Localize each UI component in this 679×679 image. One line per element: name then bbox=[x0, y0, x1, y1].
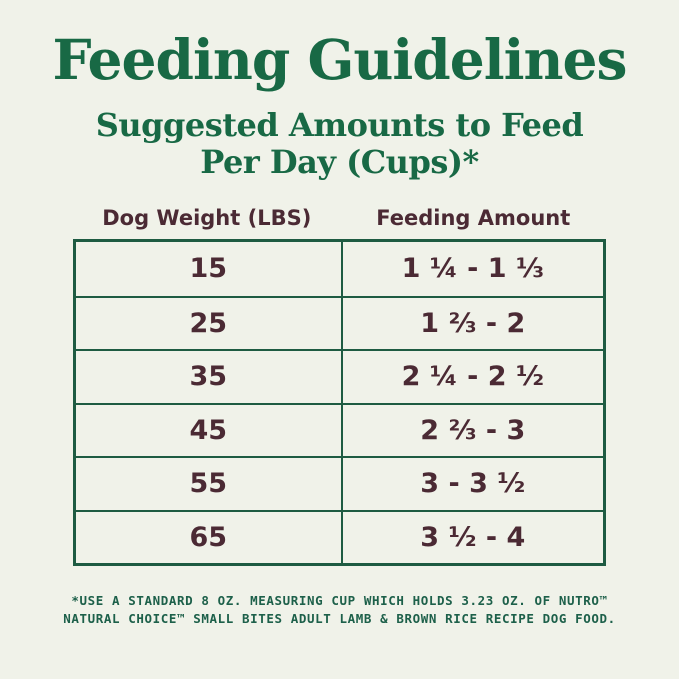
table-cell-weight: 65 bbox=[76, 509, 341, 564]
table-cell-amount: 3 - 3 ½ bbox=[340, 456, 603, 510]
footnote-line-1: *USE A STANDARD 8 OZ. MEASURING CUP WHIC… bbox=[71, 593, 608, 608]
column-header-feeding-amount: Feeding Amount bbox=[376, 206, 571, 230]
table-cell-weight: 55 bbox=[76, 456, 341, 510]
page-subtitle: Suggested Amounts to Feed Per Day (Cups)… bbox=[0, 105, 679, 183]
table-cell-weight: 15 bbox=[189, 253, 228, 285]
table-cell-amount: 2 ¼ - 2 ½ bbox=[340, 349, 603, 403]
table-cell-amount: 1 ¼ - 1 ⅓ bbox=[340, 242, 603, 296]
table-cell-amount: 3 ½ - 4 bbox=[340, 509, 603, 563]
feeding-table-section: Dog Weight (LBS) Feeding Amount 15 1 ¼ -… bbox=[73, 206, 606, 566]
table-cell-weight: 25 bbox=[76, 295, 341, 350]
table-cell-weight: 45 bbox=[76, 402, 341, 457]
subtitle-line-1: Suggested Amounts to Feed bbox=[95, 105, 584, 144]
measuring-cup-footnote: *USE A STANDARD 8 OZ. MEASURING CUP WHIC… bbox=[0, 592, 679, 627]
column-header-dog-weight: Dog Weight (LBS) bbox=[102, 206, 312, 230]
table-cell-amount: 1 ⅔ - 2 bbox=[340, 295, 603, 349]
table-column-headers: Dog Weight (LBS) Feeding Amount bbox=[73, 206, 606, 239]
table-cell-amount: 2 ⅔ - 3 bbox=[340, 402, 603, 456]
subtitle-line-2: Per Day (Cups)* bbox=[200, 143, 479, 182]
page-title: Feeding Guidelines bbox=[52, 27, 627, 92]
feeding-table: 15 1 ¼ - 1 ⅓ 25 1 ⅔ - 2 35 2 ¼ - 2 ½ 45 … bbox=[73, 239, 606, 566]
footnote-line-2: NATURAL CHOICE™ SMALL BITES ADULT LAMB &… bbox=[63, 610, 616, 626]
table-cell-weight: 35 bbox=[76, 349, 341, 403]
